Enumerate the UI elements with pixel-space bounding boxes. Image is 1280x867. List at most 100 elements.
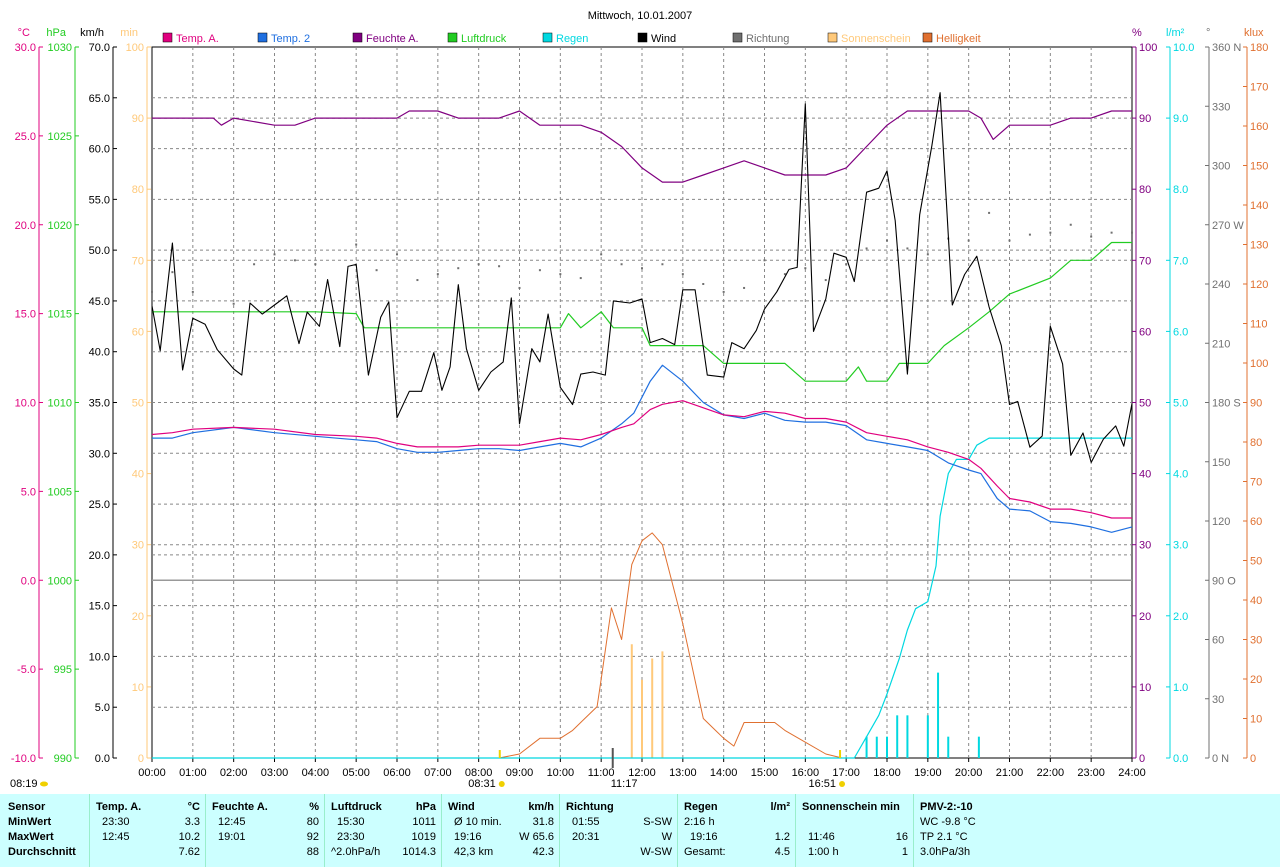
humidity-line xyxy=(152,110,1132,183)
direction-point xyxy=(620,263,623,266)
kmh-axis-tick-label: 55.0 xyxy=(89,194,110,206)
stats-col-direction: Richtung 01:55 S-SW 20:31 W W-SW xyxy=(559,794,678,867)
deg-axis-tick-label: 210 xyxy=(1212,338,1230,350)
kmh-axis-tick-label: 5.0 xyxy=(95,702,110,714)
time-tick-label: 01:00 xyxy=(179,767,207,779)
min-axis-tick-label: 20 xyxy=(132,611,144,623)
time-tick-label: 06:00 xyxy=(383,767,411,779)
direction-point xyxy=(926,253,929,256)
deg-axis-tick-label: 360 N xyxy=(1212,42,1241,54)
stats-pressure-min-value: 1011 xyxy=(412,816,436,828)
dawn-icon xyxy=(40,781,48,787)
stats-col-rain: Regen l/m² 2:16 h 19:16 1.2 Gesamt: 4.5 xyxy=(677,794,796,867)
time-tick-label: 24:00 xyxy=(1118,767,1146,779)
time-tick-label: 10:00 xyxy=(547,767,575,779)
hpa-axis-tick-label: 1025 xyxy=(48,131,72,143)
stats-col-wind: Wind km/h Ø 10 min. 31.8 19:16 W 65.6 42,3 … xyxy=(441,794,560,867)
stats-humidity-min-value: 80 xyxy=(306,816,319,828)
direction-point xyxy=(1049,231,1052,234)
direction-point xyxy=(1028,233,1031,236)
stats-wind-min-value: 31.8 xyxy=(532,816,554,828)
direction-point xyxy=(988,211,991,214)
rain-axis-tick-label: 9.0 xyxy=(1173,113,1188,125)
stats-col-pressure: Luftdruck hPa 15:30 1011 23:30 1019 ^2.0hPa… xyxy=(324,794,442,867)
time-tick-label: 19:00 xyxy=(914,767,942,779)
direction-point xyxy=(1008,239,1011,242)
hpa-axis-unit-label: hPa xyxy=(46,27,66,39)
klux-axis-tick-label: 140 xyxy=(1250,200,1268,212)
direction-point xyxy=(436,273,439,276)
direction-point xyxy=(498,265,501,268)
klux-axis-tick-label: 170 xyxy=(1250,82,1268,94)
klux-axis-tick-label: 180 xyxy=(1250,42,1268,54)
stats-rain-max-value: 1.2 xyxy=(774,831,790,843)
hpa-axis-tick-label: 1010 xyxy=(48,398,72,410)
direction-point xyxy=(743,286,746,289)
kmh-axis-tick-label: 65.0 xyxy=(89,93,110,105)
klux-axis-tick-label: 30 xyxy=(1250,635,1262,647)
direction-point xyxy=(906,247,909,250)
deg-axis-tick-label: 240 xyxy=(1212,279,1230,291)
direction-point xyxy=(702,283,705,285)
stats-direction-max-time: 20:31 xyxy=(572,831,600,843)
direction-point xyxy=(845,263,848,266)
klux-axis-tick-label: 60 xyxy=(1250,516,1262,528)
statistics-panel: Sensor MinWert MaxWert Durchschnitt Temp… xyxy=(0,794,1280,867)
time-tick-label: 05:00 xyxy=(342,767,370,779)
klux-axis-tick-label: 20 xyxy=(1250,674,1262,686)
temp-axis-tick-label: 10.0 xyxy=(15,398,36,410)
deg-axis-tick-label: 270 W xyxy=(1212,220,1244,232)
rain-axis-tick-label: 8.0 xyxy=(1173,184,1188,196)
temp-axis-tick-label: 5.0 xyxy=(21,486,36,498)
temp-axis-tick-label: -5.0 xyxy=(17,664,36,676)
sunset-icon xyxy=(839,781,846,787)
hpa-axis-tick-label: 1015 xyxy=(48,309,72,321)
min-axis-tick-label: 60 xyxy=(132,326,144,338)
direction-point xyxy=(457,267,460,270)
deg-axis-tick-label: 150 xyxy=(1212,457,1230,469)
time-tick-label: 02:00 xyxy=(220,767,248,779)
direction-point xyxy=(538,269,541,272)
rain-axis-tick-label: 1.0 xyxy=(1173,682,1188,694)
stats-pressure-min-time: 15:30 xyxy=(337,816,365,828)
klux-axis-tick-label: 40 xyxy=(1250,595,1262,607)
stats-humidity-min-time: 12:45 xyxy=(218,816,246,828)
stats-header-temp: Temp. A. xyxy=(96,801,142,813)
rain-axis-tick-label: 5.0 xyxy=(1173,398,1188,410)
deg-axis-tick-label: 330 xyxy=(1212,101,1230,113)
klux-axis-tick-label: 100 xyxy=(1250,358,1268,370)
sunset-label: 16:51 xyxy=(809,778,837,790)
direction-point xyxy=(355,243,358,246)
klux-axis-tick-label: 80 xyxy=(1250,437,1262,449)
min-axis-unit-label: min xyxy=(120,27,138,39)
stats-humidity-max-value: 92 xyxy=(306,831,319,843)
min-axis-tick-label: 0 xyxy=(138,753,144,765)
kmh-axis-tick-label: 25.0 xyxy=(89,499,110,511)
direction-point xyxy=(518,286,521,289)
direction-point xyxy=(763,259,766,262)
legend-swatch xyxy=(637,32,648,43)
stats-sunshine-avg-value: 1 xyxy=(901,846,908,858)
direction-point xyxy=(967,239,970,242)
stats-pressure-3h: 3.0hPa/3h xyxy=(920,846,971,858)
stats-direction-min-time: 01:55 xyxy=(572,816,600,828)
pct-axis-unit-label: % xyxy=(1132,27,1142,39)
stats-direction-avg-value: W-SW xyxy=(640,846,672,858)
min-axis-tick-label: 100 xyxy=(126,42,144,54)
deg-axis-tick-label: 180 S xyxy=(1212,398,1241,410)
stats-rain-total-value: 4.5 xyxy=(774,846,790,858)
stats-rain-unit: l/m² xyxy=(770,801,790,813)
stats-header-sensor: Sensor xyxy=(8,801,46,813)
direction-point xyxy=(314,263,317,266)
pct-axis-tick-label: 30 xyxy=(1139,540,1151,552)
pct-axis-tick-label: 100 xyxy=(1139,42,1157,54)
kmh-axis-tick-label: 60.0 xyxy=(89,144,110,156)
time-tick-label: 07:00 xyxy=(424,767,452,779)
kmh-axis-tick-label: 20.0 xyxy=(89,550,110,562)
klux-axis-tick-label: 130 xyxy=(1250,240,1268,252)
stats-wind-unit: km/h xyxy=(528,801,554,813)
direction-point xyxy=(1090,235,1093,238)
temp-axis-tick-label: 30.0 xyxy=(15,42,36,54)
rain-cumulative-line xyxy=(152,437,1132,759)
time-tick-label: 21:00 xyxy=(996,767,1024,779)
